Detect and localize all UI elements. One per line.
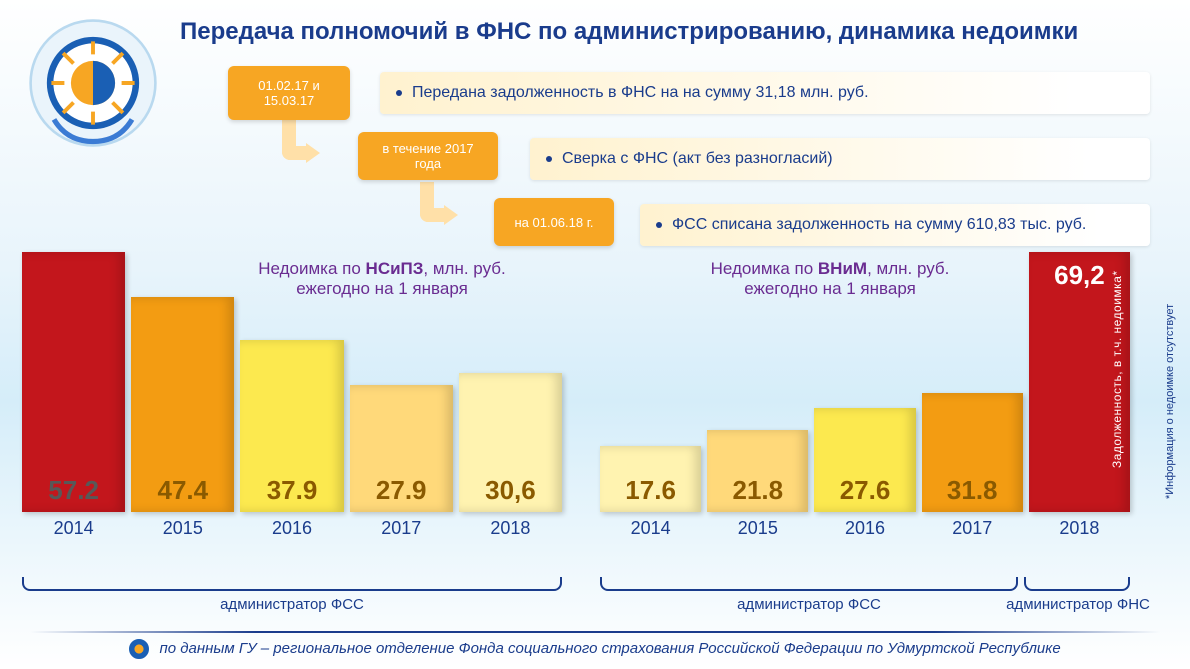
bullet-icon <box>546 156 552 162</box>
footer: по данным ГУ – региональное отделение Фо… <box>0 639 1190 659</box>
bar-rect: 27.9 <box>350 385 453 512</box>
fss-logo <box>28 18 158 148</box>
bar-value: 37.9 <box>240 475 343 506</box>
bar-value: 27.9 <box>350 475 453 506</box>
step-2-desc: Сверка с ФНС (акт без разногласий) <box>530 138 1150 180</box>
bar-xlabel: 2016 <box>845 518 885 539</box>
bar-2016: 37.9 2016 <box>240 340 343 539</box>
bar-xlabel: 2017 <box>381 518 421 539</box>
bar-xlabel: 2017 <box>952 518 992 539</box>
connector-2 <box>420 182 444 222</box>
bar-2014: 57.2 2014 <box>22 252 125 539</box>
bar-xlabel: 2014 <box>54 518 94 539</box>
bar-value: 30,6 <box>459 475 562 506</box>
step-1: 01.02.17 и 15.03.17 <box>228 66 350 120</box>
chart-right: Недоимка по ВНиМ, млн. руб. ежегодно на … <box>600 259 1130 569</box>
bar-rect: 57.2 <box>22 252 125 512</box>
bar-2016: 27.6 2016 <box>814 408 915 539</box>
bar-2014: 17.6 2014 <box>600 446 701 539</box>
bar-rect: 47.4 <box>131 297 234 512</box>
connector-1 <box>282 120 306 160</box>
footer-divider <box>30 631 1160 633</box>
connector-2-arrow <box>444 205 458 225</box>
bar-rect: 17.6 <box>600 446 701 512</box>
step-3-text: ФСС списана задолженность на сумму 610,8… <box>672 216 1086 234</box>
bar-2017: 27.9 2017 <box>350 385 453 539</box>
bar-rect: 21.8 <box>707 430 808 512</box>
step-1-desc: Передана задолженность в ФНС на на сумму… <box>380 72 1150 114</box>
chart-left-bracket-label: администратор ФСС <box>22 596 562 613</box>
step-3: на 01.06.18 г. <box>494 198 614 246</box>
bar-rect: 31.8 <box>922 393 1023 512</box>
bar-value: 57.2 <box>22 475 125 506</box>
bar-value: 17.6 <box>600 475 701 506</box>
chart-left-bracket <box>22 577 562 591</box>
connector-1-arrow <box>306 143 320 163</box>
page-title: Передача полномочий в ФНС по администрир… <box>180 18 1078 46</box>
bar-rect: 37.9 <box>240 340 343 512</box>
step-2-text: Сверка с ФНС (акт без разногласий) <box>562 150 833 168</box>
side-note: *Информация о недоимке отсутствует <box>1164 279 1176 499</box>
bar-xlabel: 2015 <box>738 518 778 539</box>
bullet-icon <box>656 222 662 228</box>
bar-value: 27.6 <box>814 475 915 506</box>
bar-value: 47.4 <box>131 475 234 506</box>
bar-2018: 69,2Задолженность, в т.ч. недоимка* 2018 <box>1029 252 1130 539</box>
step-2: в течение 2017 года <box>358 132 498 180</box>
bar-rect: 30,6 <box>459 373 562 512</box>
bar-xlabel: 2015 <box>163 518 203 539</box>
step-1-text: Передана задолженность в ФНС на на сумму… <box>412 84 869 102</box>
chart-right-bracket-2 <box>1024 577 1130 591</box>
step-3-desc: ФСС списана задолженность на сумму 610,8… <box>640 204 1150 246</box>
bar-2017: 31.8 2017 <box>922 393 1023 539</box>
bar-2018: 30,6 2018 <box>459 373 562 539</box>
bar-xlabel: 2018 <box>1059 518 1099 539</box>
bar-xlabel: 2018 <box>490 518 530 539</box>
bar-rect: 69,2Задолженность, в т.ч. недоимка* <box>1029 252 1130 512</box>
bar-value: 31.8 <box>922 475 1023 506</box>
mini-logo-icon <box>129 639 149 659</box>
chart-right-bracket-1 <box>600 577 1018 591</box>
bar-2015: 21.8 2015 <box>707 430 808 539</box>
bar-2015: 47.4 2015 <box>131 297 234 539</box>
bullet-icon <box>396 90 402 96</box>
chart-right-bracket-1-label: администратор ФСС <box>600 596 1018 613</box>
bar-value: 21.8 <box>707 475 808 506</box>
bar-xlabel: 2016 <box>272 518 312 539</box>
chart-right-bracket-2-label: администратор ФНС <box>988 596 1168 613</box>
chart-left: Недоимка по НСиПЗ, млн. руб. ежегодно на… <box>22 259 562 569</box>
bar-xlabel: 2014 <box>631 518 671 539</box>
bar-side-label: Задолженность, в т.ч. недоимка* <box>1110 268 1124 468</box>
bar-rect: 27.6 <box>814 408 915 512</box>
